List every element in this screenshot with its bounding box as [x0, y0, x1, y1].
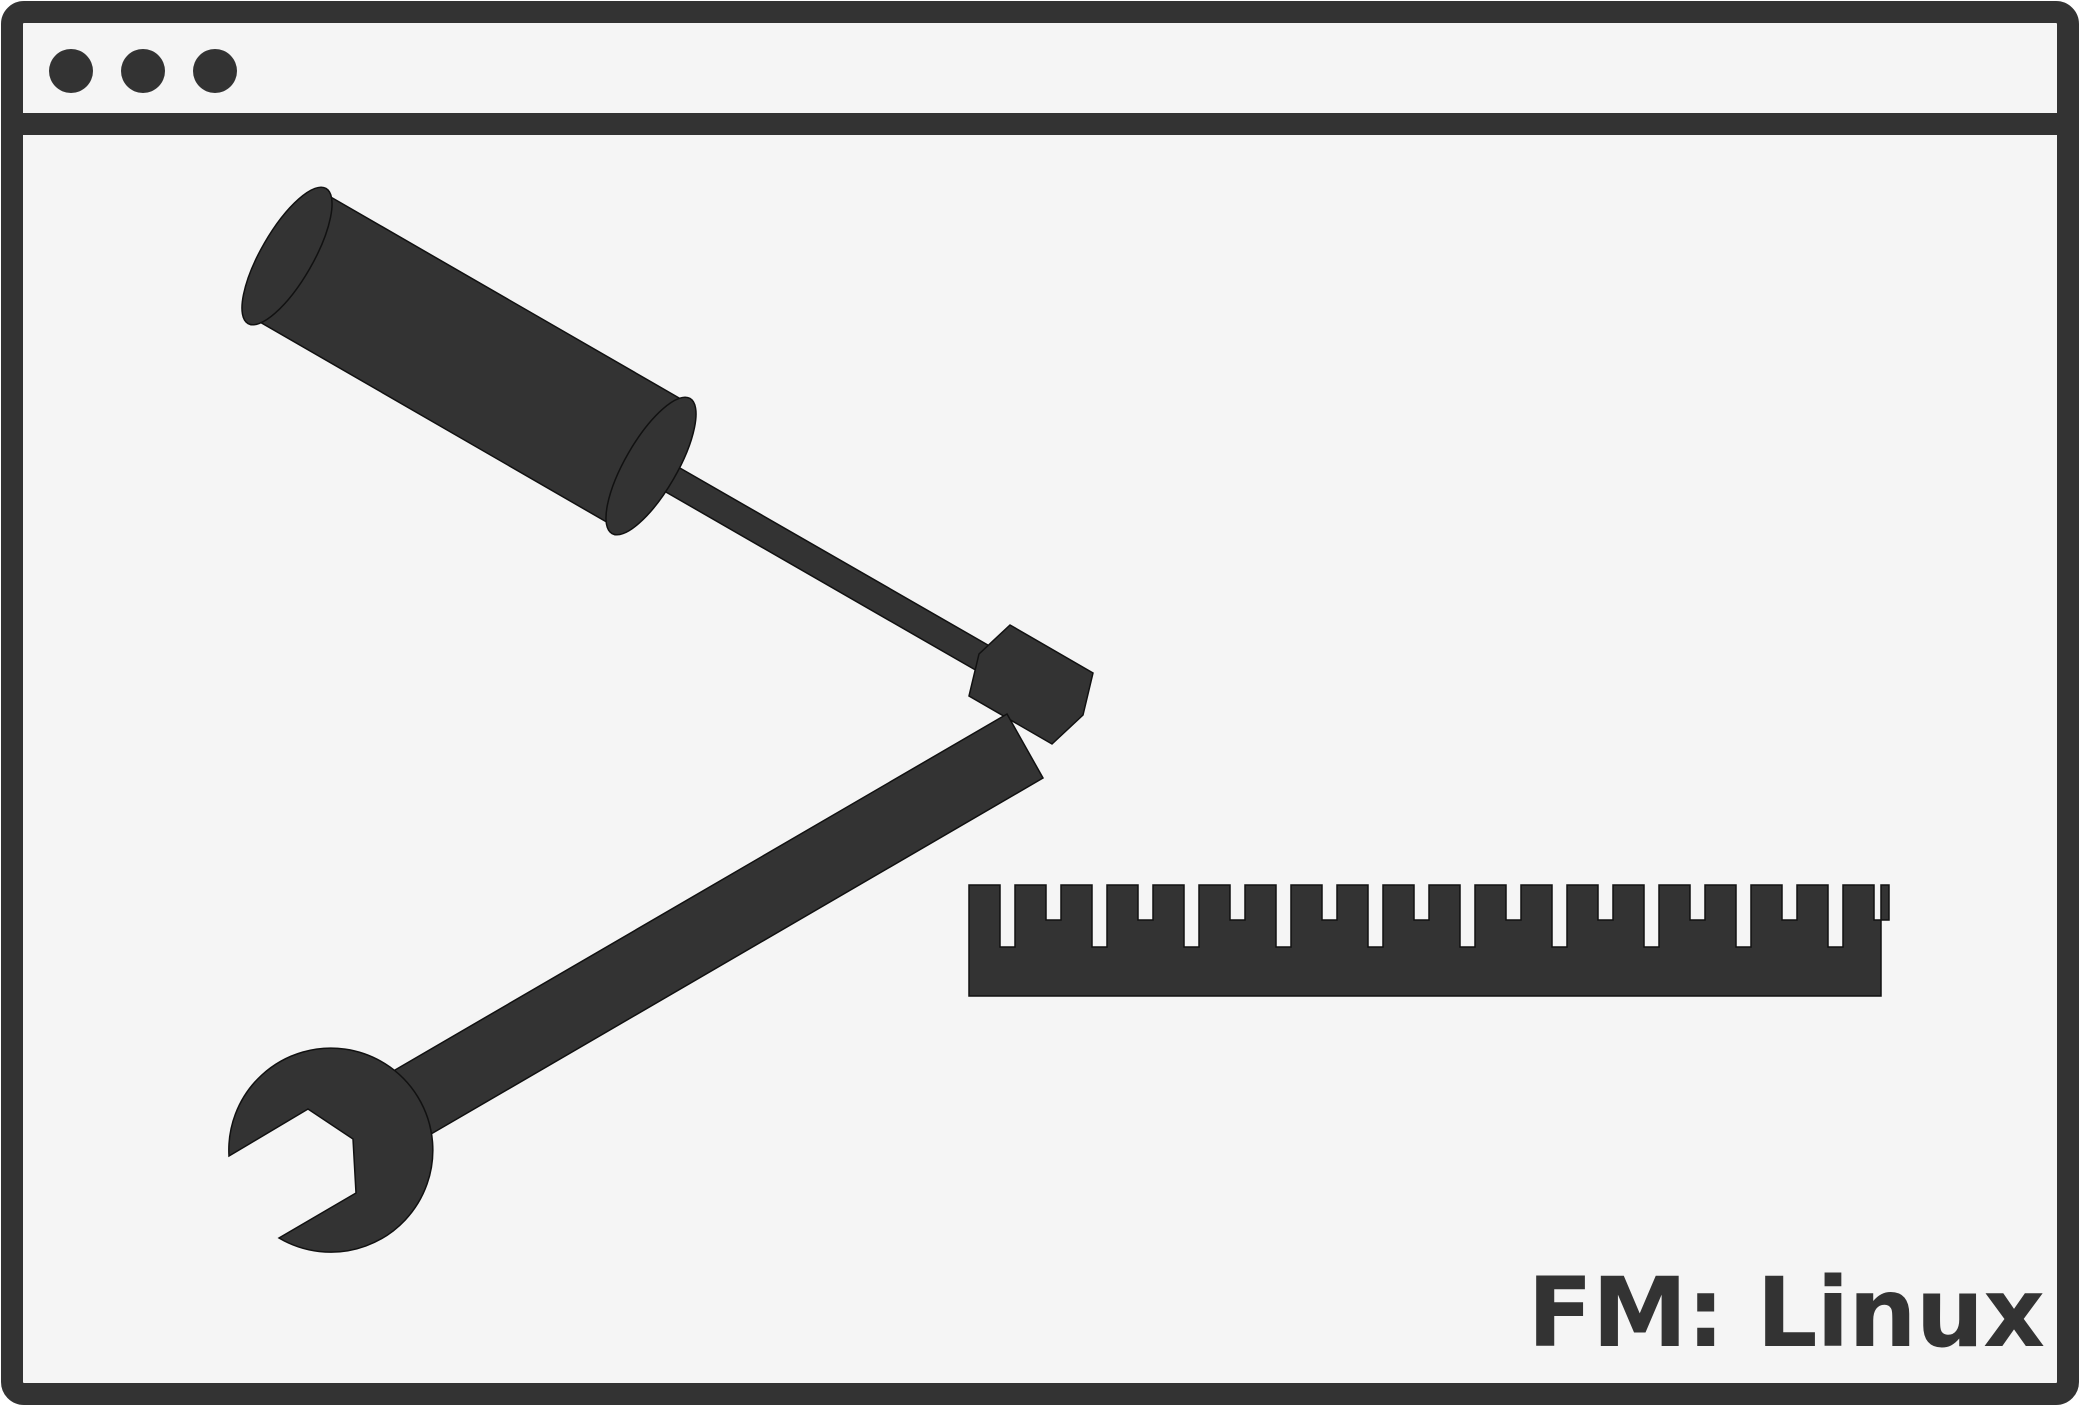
screwdriver-icon — [241, 186, 1094, 745]
ruler-body — [968, 884, 1890, 997]
brand-label: FM: Linux — [1527, 1257, 2045, 1369]
window-control-dot-icon[interactable] — [49, 49, 93, 93]
window-control-dot-icon[interactable] — [193, 49, 237, 93]
screwdriver-handle-back — [241, 186, 333, 326]
ruler-icon — [968, 884, 1890, 997]
window-control-dot-icon[interactable] — [121, 49, 165, 93]
screwdriver-tip — [968, 624, 1094, 745]
window-controls — [49, 49, 237, 93]
wrench-icon — [228, 712, 1045, 1253]
wrench-head — [228, 1047, 434, 1253]
screwdriver-handle-front — [605, 396, 697, 536]
